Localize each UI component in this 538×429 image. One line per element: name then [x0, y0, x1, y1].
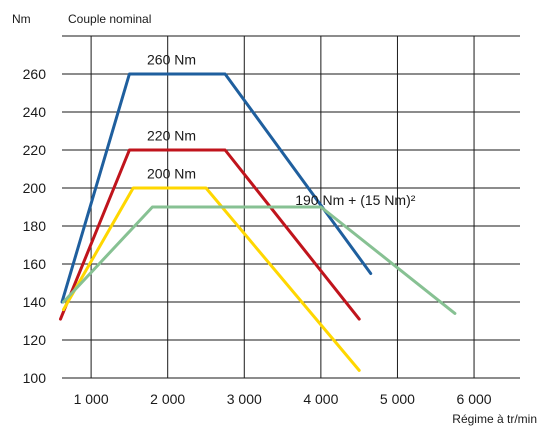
annotations: 260 Nm 220 Nm 200 Nm 190 Nm + (15 Nm)² — [147, 52, 416, 209]
annotation-label: 190 Nm + (15 Nm)² — [295, 192, 416, 208]
y-tick-label: 120 — [23, 332, 47, 348]
y-tick-label: 140 — [23, 294, 47, 310]
x-axis-label: Régime à tr/min — [452, 412, 537, 426]
x-tick-label: 6 000 — [457, 391, 492, 407]
y-tick-label: 260 — [23, 66, 47, 82]
x-axis-ticks: 1 000 2 000 3 000 4 000 5 000 6 000 — [74, 391, 492, 407]
y-tick-label: 180 — [23, 218, 47, 234]
annotation-label: 260 Nm — [147, 52, 196, 68]
y-tick-label: 100 — [23, 370, 47, 386]
x-tick-label: 4 000 — [303, 391, 338, 407]
x-tick-label: 3 000 — [227, 391, 262, 407]
series-lines — [59, 72, 457, 372]
y-tick-label: 200 — [23, 180, 47, 196]
x-tick-label: 2 000 — [150, 391, 185, 407]
y-axis-ticks: 100 120 140 160 180 200 220 240 260 — [23, 66, 47, 386]
series-line-3 — [62, 186, 361, 372]
annotation-label: 220 Nm — [147, 128, 196, 144]
y-unit-label: Nm — [12, 12, 31, 26]
series-line-4 — [62, 205, 457, 315]
x-tick-label: 1 000 — [74, 391, 109, 407]
chart-title: Couple nominal — [68, 12, 151, 26]
y-tick-label: 220 — [23, 142, 47, 158]
annotation-label: 200 Nm — [147, 166, 196, 182]
y-tick-label: 240 — [23, 104, 47, 120]
series-line-1 — [60, 72, 373, 304]
series-line-2 — [59, 148, 361, 321]
x-tick-label: 5 000 — [380, 391, 415, 407]
y-tick-label: 160 — [23, 256, 47, 272]
